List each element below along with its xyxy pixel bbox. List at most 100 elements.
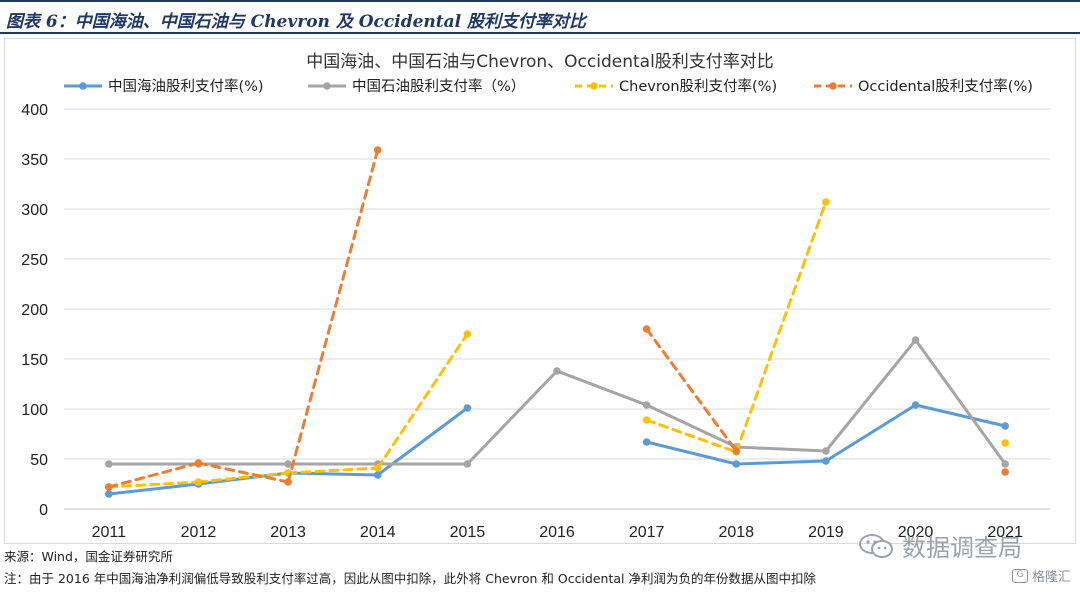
- data-point: [911, 336, 920, 344]
- x-tick-label: 2021: [987, 524, 1023, 541]
- series-segment: [824, 338, 918, 453]
- legend-item: 中国海油股利支付率(%): [64, 78, 264, 95]
- x-tick-label: 2016: [539, 524, 575, 541]
- series-segment: [107, 482, 200, 496]
- y-tick-label: 150: [21, 352, 48, 369]
- series-segment: [824, 403, 918, 463]
- data-point: [1001, 439, 1009, 447]
- series-3: [105, 146, 1009, 491]
- legend-marker: [79, 82, 87, 90]
- series-2: [105, 198, 1009, 491]
- data-point: [732, 447, 741, 455]
- series-segment: [196, 471, 290, 484]
- series-segment: [734, 459, 828, 466]
- data-point: [194, 478, 203, 486]
- data-point: [642, 401, 651, 409]
- series-segment: [465, 369, 559, 466]
- legend-label: Occidental股利支付率(%): [858, 78, 1033, 95]
- y-tick-label: 350: [21, 152, 48, 169]
- data-point: [463, 404, 472, 412]
- series-segment: [645, 403, 738, 449]
- x-tick-label: 2012: [181, 524, 217, 541]
- y-tick-label: 50: [30, 452, 48, 469]
- y-tick-label: 250: [21, 252, 48, 269]
- data-point: [642, 416, 651, 424]
- data-point: [1001, 468, 1009, 476]
- x-tick-label: 2019: [808, 524, 844, 541]
- legend-item: Occidental股利支付率(%): [814, 78, 1033, 95]
- data-point: [284, 478, 292, 486]
- data-point: [463, 330, 472, 338]
- x-tick-label: 2020: [898, 524, 934, 541]
- data-point: [373, 146, 382, 154]
- legend: 中国海油股利支付率(%) 中国石油股利支付率（%） Chevron股利支付率(%) O…: [64, 78, 1033, 95]
- y-tick-label: 400: [21, 102, 48, 119]
- legend-label: 中国石油股利支付率（%）: [352, 78, 525, 95]
- y-tick-label: 200: [21, 302, 48, 319]
- legend-label: Chevron股利支付率(%): [619, 78, 777, 95]
- series-segment: [914, 338, 1007, 466]
- data-point: [105, 460, 113, 468]
- figure-title: 图表 6：中国海油、中国石油与 Chevron 及 Occidental 股利支…: [6, 12, 587, 32]
- y-tick-label: 0: [39, 502, 48, 519]
- data-point: [1001, 460, 1009, 468]
- source-note: 来源：Wind，国金证券研究所: [4, 549, 173, 564]
- legend-item: Chevron股利支付率(%): [575, 78, 777, 95]
- wechat-icon: [859, 533, 893, 558]
- series-0: [105, 401, 1009, 498]
- data-point: [642, 438, 651, 446]
- series-segment: [107, 461, 200, 489]
- x-tick-label: 2014: [360, 524, 396, 541]
- x-tick-label: 2017: [629, 524, 665, 541]
- brand-icon: G: [1012, 568, 1028, 583]
- watermark-primary-text: 数据调查局: [902, 534, 1022, 562]
- data-point: [553, 367, 561, 375]
- series-segment: [914, 403, 1007, 428]
- legend-marker: [829, 82, 837, 90]
- series-segment: [645, 327, 738, 453]
- series-segment: [286, 148, 380, 484]
- line-chart: 中国海油、中国石油与Chevron、Occidental股利支付率对比 中国海油…: [21, 52, 1050, 541]
- series-segment: [555, 369, 649, 407]
- data-point: [732, 460, 741, 468]
- data-point: [822, 198, 830, 206]
- data-point: [284, 460, 292, 468]
- data-point: [822, 457, 830, 465]
- data-point: [911, 401, 920, 409]
- series-segment: [734, 445, 828, 453]
- series-1: [105, 336, 1009, 468]
- data-point: [373, 464, 382, 472]
- x-tick-label: 2015: [450, 524, 486, 541]
- watermark-secondary: G 格隆汇: [1012, 566, 1071, 585]
- chart-title: 中国海油、中国石油与Chevron、Occidental股利支付率对比: [306, 52, 774, 72]
- data-point: [822, 447, 830, 455]
- data-point: [373, 471, 382, 479]
- y-tick-label: 300: [21, 202, 48, 219]
- legend-marker: [590, 82, 598, 90]
- series-segment: [645, 418, 738, 454]
- figure-header: 图表 6：中国海油、中国石油与 Chevron 及 Occidental 股利支…: [0, 0, 1080, 34]
- y-tick-label: 100: [21, 402, 48, 419]
- data-point: [105, 490, 113, 498]
- data-point: [463, 460, 472, 468]
- y-axis: 0 50 100 150 200 250 300 350 400: [21, 102, 48, 519]
- series-segment: [734, 200, 828, 454]
- data-point: [642, 325, 651, 333]
- series-layer: [105, 146, 1009, 498]
- footnote: 注：由于 2016 年中国海油净利润偏低导致股利支付率过高，因此从图中扣除，此外…: [4, 571, 816, 586]
- chart-frame: [4, 38, 1076, 544]
- series-segment: [107, 480, 200, 489]
- watermark-primary: 数据调查局: [858, 528, 1022, 563]
- data-point: [1001, 422, 1009, 430]
- gridlines: [64, 108, 1050, 510]
- series-segment: [196, 461, 290, 484]
- x-tick-label: 2013: [270, 524, 306, 541]
- legend-marker: [323, 82, 331, 90]
- x-tick-label: 2011: [92, 524, 127, 541]
- data-point: [194, 459, 203, 467]
- x-tick-label: 2018: [718, 524, 754, 541]
- series-segment: [376, 332, 469, 470]
- data-point: [105, 483, 113, 491]
- watermark-secondary-text: 格隆汇: [1032, 570, 1072, 585]
- series-segment: [286, 466, 380, 475]
